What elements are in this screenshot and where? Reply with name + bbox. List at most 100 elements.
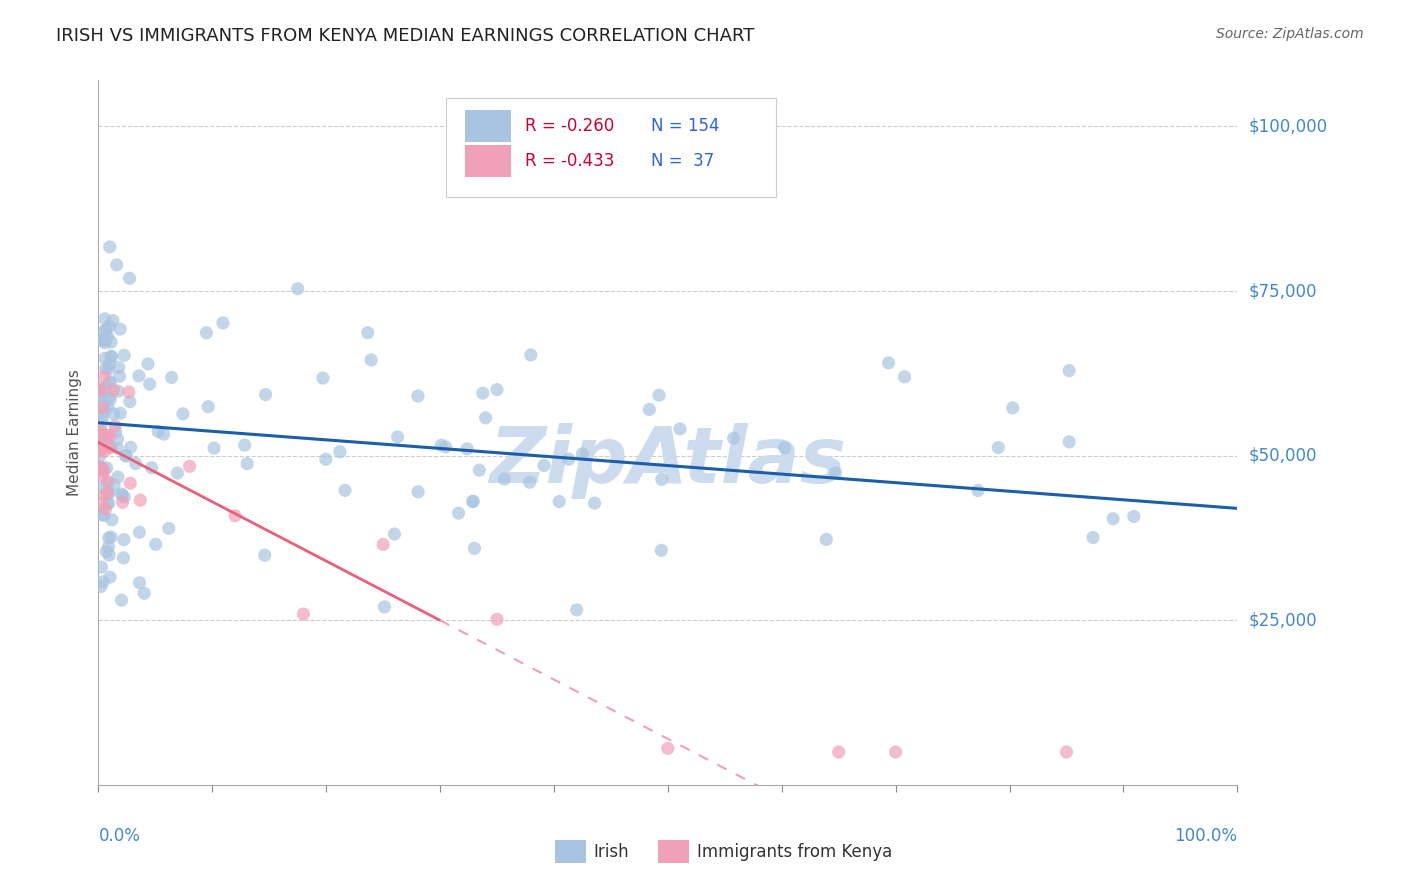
Text: IRISH VS IMMIGRANTS FROM KENYA MEDIAN EARNINGS CORRELATION CHART: IRISH VS IMMIGRANTS FROM KENYA MEDIAN EA… — [56, 27, 755, 45]
Point — [107, 384, 129, 399]
Point — [98, 441, 121, 455]
Point — [90, 508, 112, 522]
Point — [93, 464, 115, 478]
Point — [90, 460, 112, 475]
Point — [987, 441, 1010, 455]
Point — [447, 506, 470, 520]
Point — [152, 427, 174, 442]
Point — [97, 496, 120, 510]
Point — [111, 495, 134, 509]
Point — [669, 422, 692, 436]
Point — [128, 575, 150, 590]
Point — [93, 508, 115, 523]
Point — [98, 357, 121, 371]
Point — [224, 508, 246, 523]
Point — [1102, 511, 1125, 525]
Point — [98, 548, 121, 562]
Point — [96, 486, 118, 500]
Point — [91, 427, 114, 442]
Text: 100.0%: 100.0% — [1174, 827, 1237, 846]
Point — [815, 533, 838, 547]
Point — [107, 360, 129, 375]
Point — [197, 400, 219, 414]
Point — [93, 311, 115, 326]
Point — [98, 392, 121, 407]
Point — [108, 322, 131, 336]
Point — [89, 427, 111, 442]
Point — [648, 388, 671, 402]
Point — [463, 541, 485, 556]
Point — [558, 452, 581, 467]
Point — [651, 472, 673, 486]
Point — [233, 438, 256, 452]
Point — [571, 447, 593, 461]
Point — [104, 419, 127, 434]
Point — [292, 607, 315, 621]
Point — [108, 369, 131, 384]
Point — [434, 440, 457, 454]
Point — [1056, 745, 1078, 759]
Point — [91, 401, 114, 415]
Text: Source: ZipAtlas.com: Source: ZipAtlas.com — [1216, 27, 1364, 41]
Point — [195, 326, 218, 340]
Point — [89, 384, 111, 398]
Text: $75,000: $75,000 — [1249, 282, 1317, 300]
Point — [89, 334, 111, 348]
Point — [406, 484, 429, 499]
Point — [97, 497, 120, 511]
Point — [333, 483, 356, 498]
Text: $25,000: $25,000 — [1249, 611, 1317, 630]
Point — [533, 458, 555, 473]
Point — [107, 432, 129, 446]
Point — [105, 441, 128, 455]
Point — [110, 406, 132, 420]
Point — [486, 612, 509, 626]
Point — [93, 444, 115, 458]
Point — [657, 741, 679, 756]
Point — [100, 334, 122, 349]
Point — [94, 361, 117, 376]
Point — [112, 533, 135, 547]
Point — [93, 369, 115, 384]
Point — [93, 488, 115, 502]
Point — [387, 430, 409, 444]
Point — [1001, 401, 1024, 415]
Point — [650, 543, 672, 558]
Text: R = -0.433: R = -0.433 — [526, 153, 614, 170]
Point — [97, 362, 120, 376]
Point — [202, 441, 225, 455]
Point — [98, 375, 121, 389]
Point — [468, 463, 491, 477]
Point — [166, 466, 188, 480]
Point — [98, 240, 121, 254]
Point — [111, 488, 134, 502]
Point — [90, 560, 112, 574]
Point — [884, 745, 907, 759]
Point — [97, 400, 120, 414]
Point — [97, 376, 120, 390]
Point — [112, 348, 135, 362]
Point — [893, 369, 915, 384]
Point — [494, 472, 516, 486]
Point — [98, 391, 121, 405]
Point — [329, 444, 352, 458]
Point — [97, 329, 120, 343]
Point — [96, 544, 118, 558]
Point — [112, 490, 135, 504]
Point — [98, 570, 121, 584]
Point — [94, 502, 117, 516]
Point — [120, 440, 142, 454]
Point — [90, 580, 112, 594]
Point — [89, 398, 111, 412]
Point — [91, 574, 114, 589]
Point — [456, 442, 478, 456]
Point — [90, 424, 112, 438]
Point — [97, 531, 120, 545]
Point — [105, 258, 128, 272]
Point — [91, 467, 114, 482]
Point — [118, 271, 141, 285]
Point — [471, 386, 494, 401]
Point — [145, 537, 167, 551]
Point — [141, 460, 163, 475]
Text: N = 154: N = 154 — [651, 117, 720, 135]
